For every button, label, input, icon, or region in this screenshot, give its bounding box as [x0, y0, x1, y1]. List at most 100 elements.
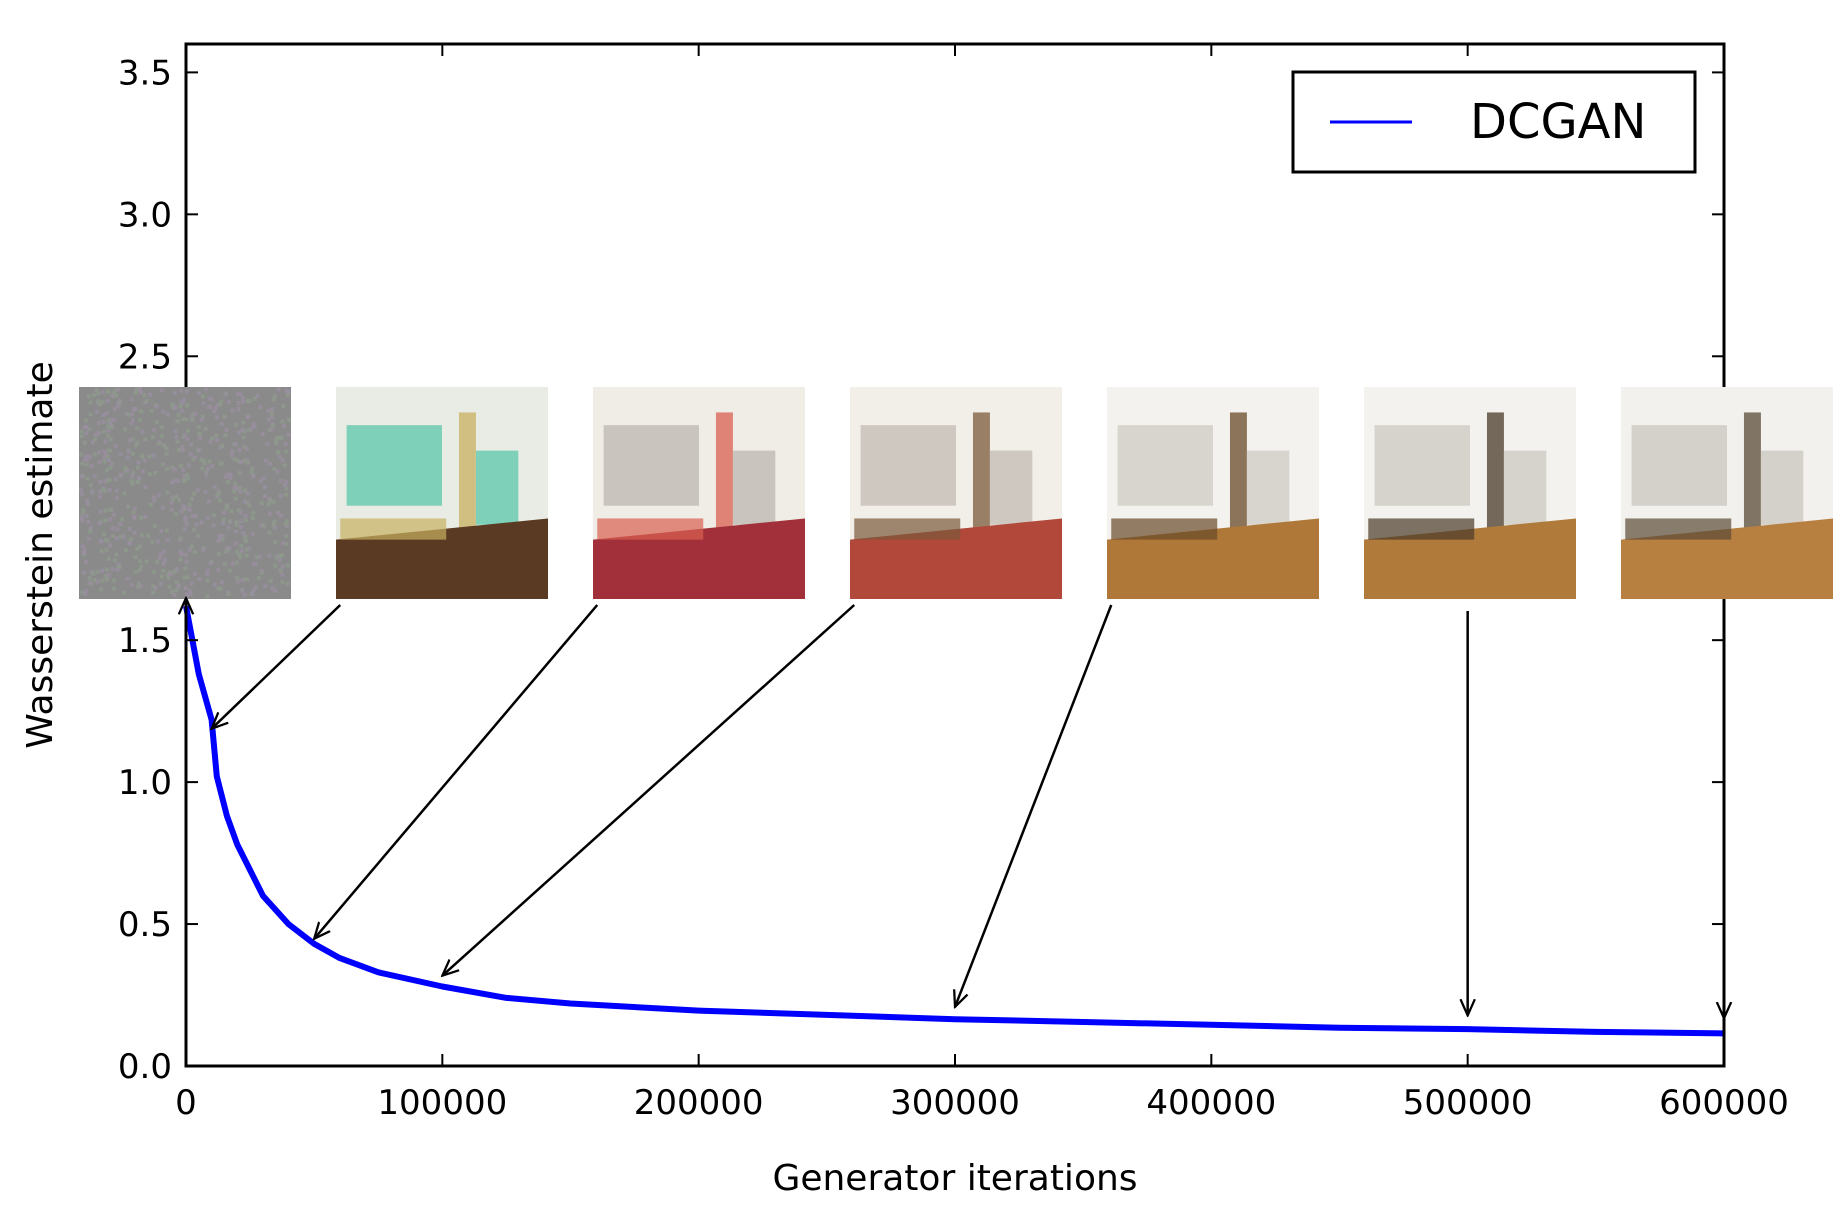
noise-pixel: [266, 408, 271, 413]
noise-pixel: [204, 472, 209, 477]
noise-pixel: [158, 581, 163, 586]
noise-pixel: [246, 460, 251, 465]
noise-pixel: [266, 502, 271, 507]
noise-pixel: [268, 578, 273, 583]
noise-pixel: [117, 564, 122, 569]
noise-pixel: [92, 393, 97, 398]
noise-pixel: [250, 591, 255, 596]
noise-pixel: [93, 433, 98, 438]
noise-pixel: [203, 489, 208, 494]
noise-pixel: [189, 442, 194, 447]
noise-pixel: [156, 493, 161, 498]
noise-pixel: [107, 477, 112, 482]
x-tick-label: 500000: [1403, 1083, 1533, 1123]
noise-pixel: [271, 500, 276, 505]
noise-pixel: [246, 546, 251, 551]
noise-pixel: [224, 503, 229, 508]
noise-pixel: [277, 454, 282, 459]
noise-pixel: [80, 491, 85, 496]
noise-pixel: [130, 474, 135, 479]
noise-pixel: [84, 425, 89, 430]
noise-pixel: [170, 465, 175, 470]
noise-pixel: [86, 502, 91, 507]
noise-pixel: [216, 551, 221, 556]
noise-pixel: [164, 528, 169, 533]
noise-pixel: [263, 584, 268, 589]
noise-pixel: [84, 431, 89, 436]
noise-pixel: [103, 439, 108, 444]
noise-pixel: [235, 549, 240, 554]
noise-pixel: [199, 520, 204, 525]
noise-pixel: [80, 544, 85, 549]
noise-pixel: [151, 495, 156, 500]
noise-pixel: [111, 534, 116, 539]
noise-pixel: [187, 502, 192, 507]
noise-pixel: [94, 409, 99, 414]
noise-pixel: [164, 446, 169, 451]
noise-pixel: [100, 400, 105, 405]
noise-pixel: [109, 425, 114, 430]
noise-pixel: [82, 547, 87, 552]
noise-pixel: [86, 394, 91, 399]
data-point: [376, 970, 380, 974]
noise-pixel: [230, 408, 235, 413]
noise-pixel: [249, 469, 254, 474]
data-point: [504, 996, 508, 1000]
y-axis-title: Wasserstein estimate: [20, 361, 61, 749]
noise-pixel: [171, 570, 176, 575]
noise-pixel: [161, 549, 166, 554]
noise-pixel: [225, 480, 230, 485]
noise-pixel: [276, 510, 281, 515]
noise-pixel: [119, 472, 124, 477]
noise-pixel: [270, 586, 275, 591]
noise-pixel: [269, 427, 274, 432]
room-post: [1229, 412, 1247, 540]
noise-pixel: [272, 394, 277, 399]
data-point: [235, 843, 239, 847]
noise-pixel: [205, 515, 210, 520]
noise-pixel: [133, 406, 138, 411]
room-post: [1486, 412, 1504, 540]
noise-pixel: [232, 489, 237, 494]
noise-pixel: [246, 414, 251, 419]
noise-pixel: [233, 496, 238, 501]
noise-pixel: [283, 442, 288, 447]
room-door: [475, 450, 519, 525]
noise-pixel: [233, 441, 238, 446]
noise-pixel: [85, 476, 90, 481]
noise-pixel: [161, 409, 166, 414]
noise-pixel: [229, 509, 234, 514]
noise-pixel: [182, 479, 187, 484]
noise-pixel: [286, 417, 291, 422]
noise-pixel: [113, 444, 118, 449]
noise-pixel: [126, 504, 131, 509]
noise-pixel: [114, 393, 119, 398]
noise-pixel: [193, 411, 198, 416]
noise-pixel: [207, 396, 212, 401]
noise-pixel: [170, 480, 175, 485]
data-point: [440, 985, 444, 989]
legend: DCGAN: [1291, 70, 1697, 174]
noise-pixel: [205, 578, 210, 583]
noise-pixel: [130, 451, 135, 456]
noise-pixel: [206, 499, 211, 504]
noise-pixel: [116, 404, 121, 409]
noise-pixel: [180, 417, 185, 422]
noise-pixel: [184, 521, 189, 526]
noise-pixel: [252, 424, 257, 429]
noise-pixel: [115, 567, 120, 572]
noise-pixel: [222, 562, 227, 567]
noise-pixel: [234, 486, 239, 491]
noise-pixel: [263, 458, 268, 463]
noise-pixel: [280, 564, 285, 569]
noise-pixel: [106, 428, 111, 433]
noise-pixel: [245, 491, 250, 496]
noise-pixel: [279, 435, 284, 440]
noise-pixel: [284, 519, 289, 524]
sample-iter-10000: [336, 387, 548, 599]
noise-pixel: [151, 584, 156, 589]
noise-pixel: [208, 561, 213, 566]
noise-pixel: [227, 546, 232, 551]
noise-pixel: [201, 458, 206, 463]
noise-pixel: [273, 540, 278, 545]
